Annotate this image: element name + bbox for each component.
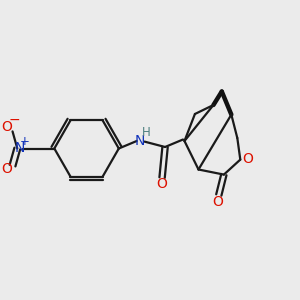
Text: +: +: [20, 135, 30, 148]
Text: O: O: [1, 162, 12, 176]
Text: −: −: [8, 113, 20, 127]
Text: O: O: [243, 152, 254, 166]
Text: N: N: [135, 134, 146, 148]
Text: O: O: [212, 195, 223, 209]
Text: O: O: [156, 177, 167, 191]
Text: O: O: [1, 120, 12, 134]
Text: H: H: [142, 126, 151, 139]
Text: N: N: [14, 141, 25, 155]
